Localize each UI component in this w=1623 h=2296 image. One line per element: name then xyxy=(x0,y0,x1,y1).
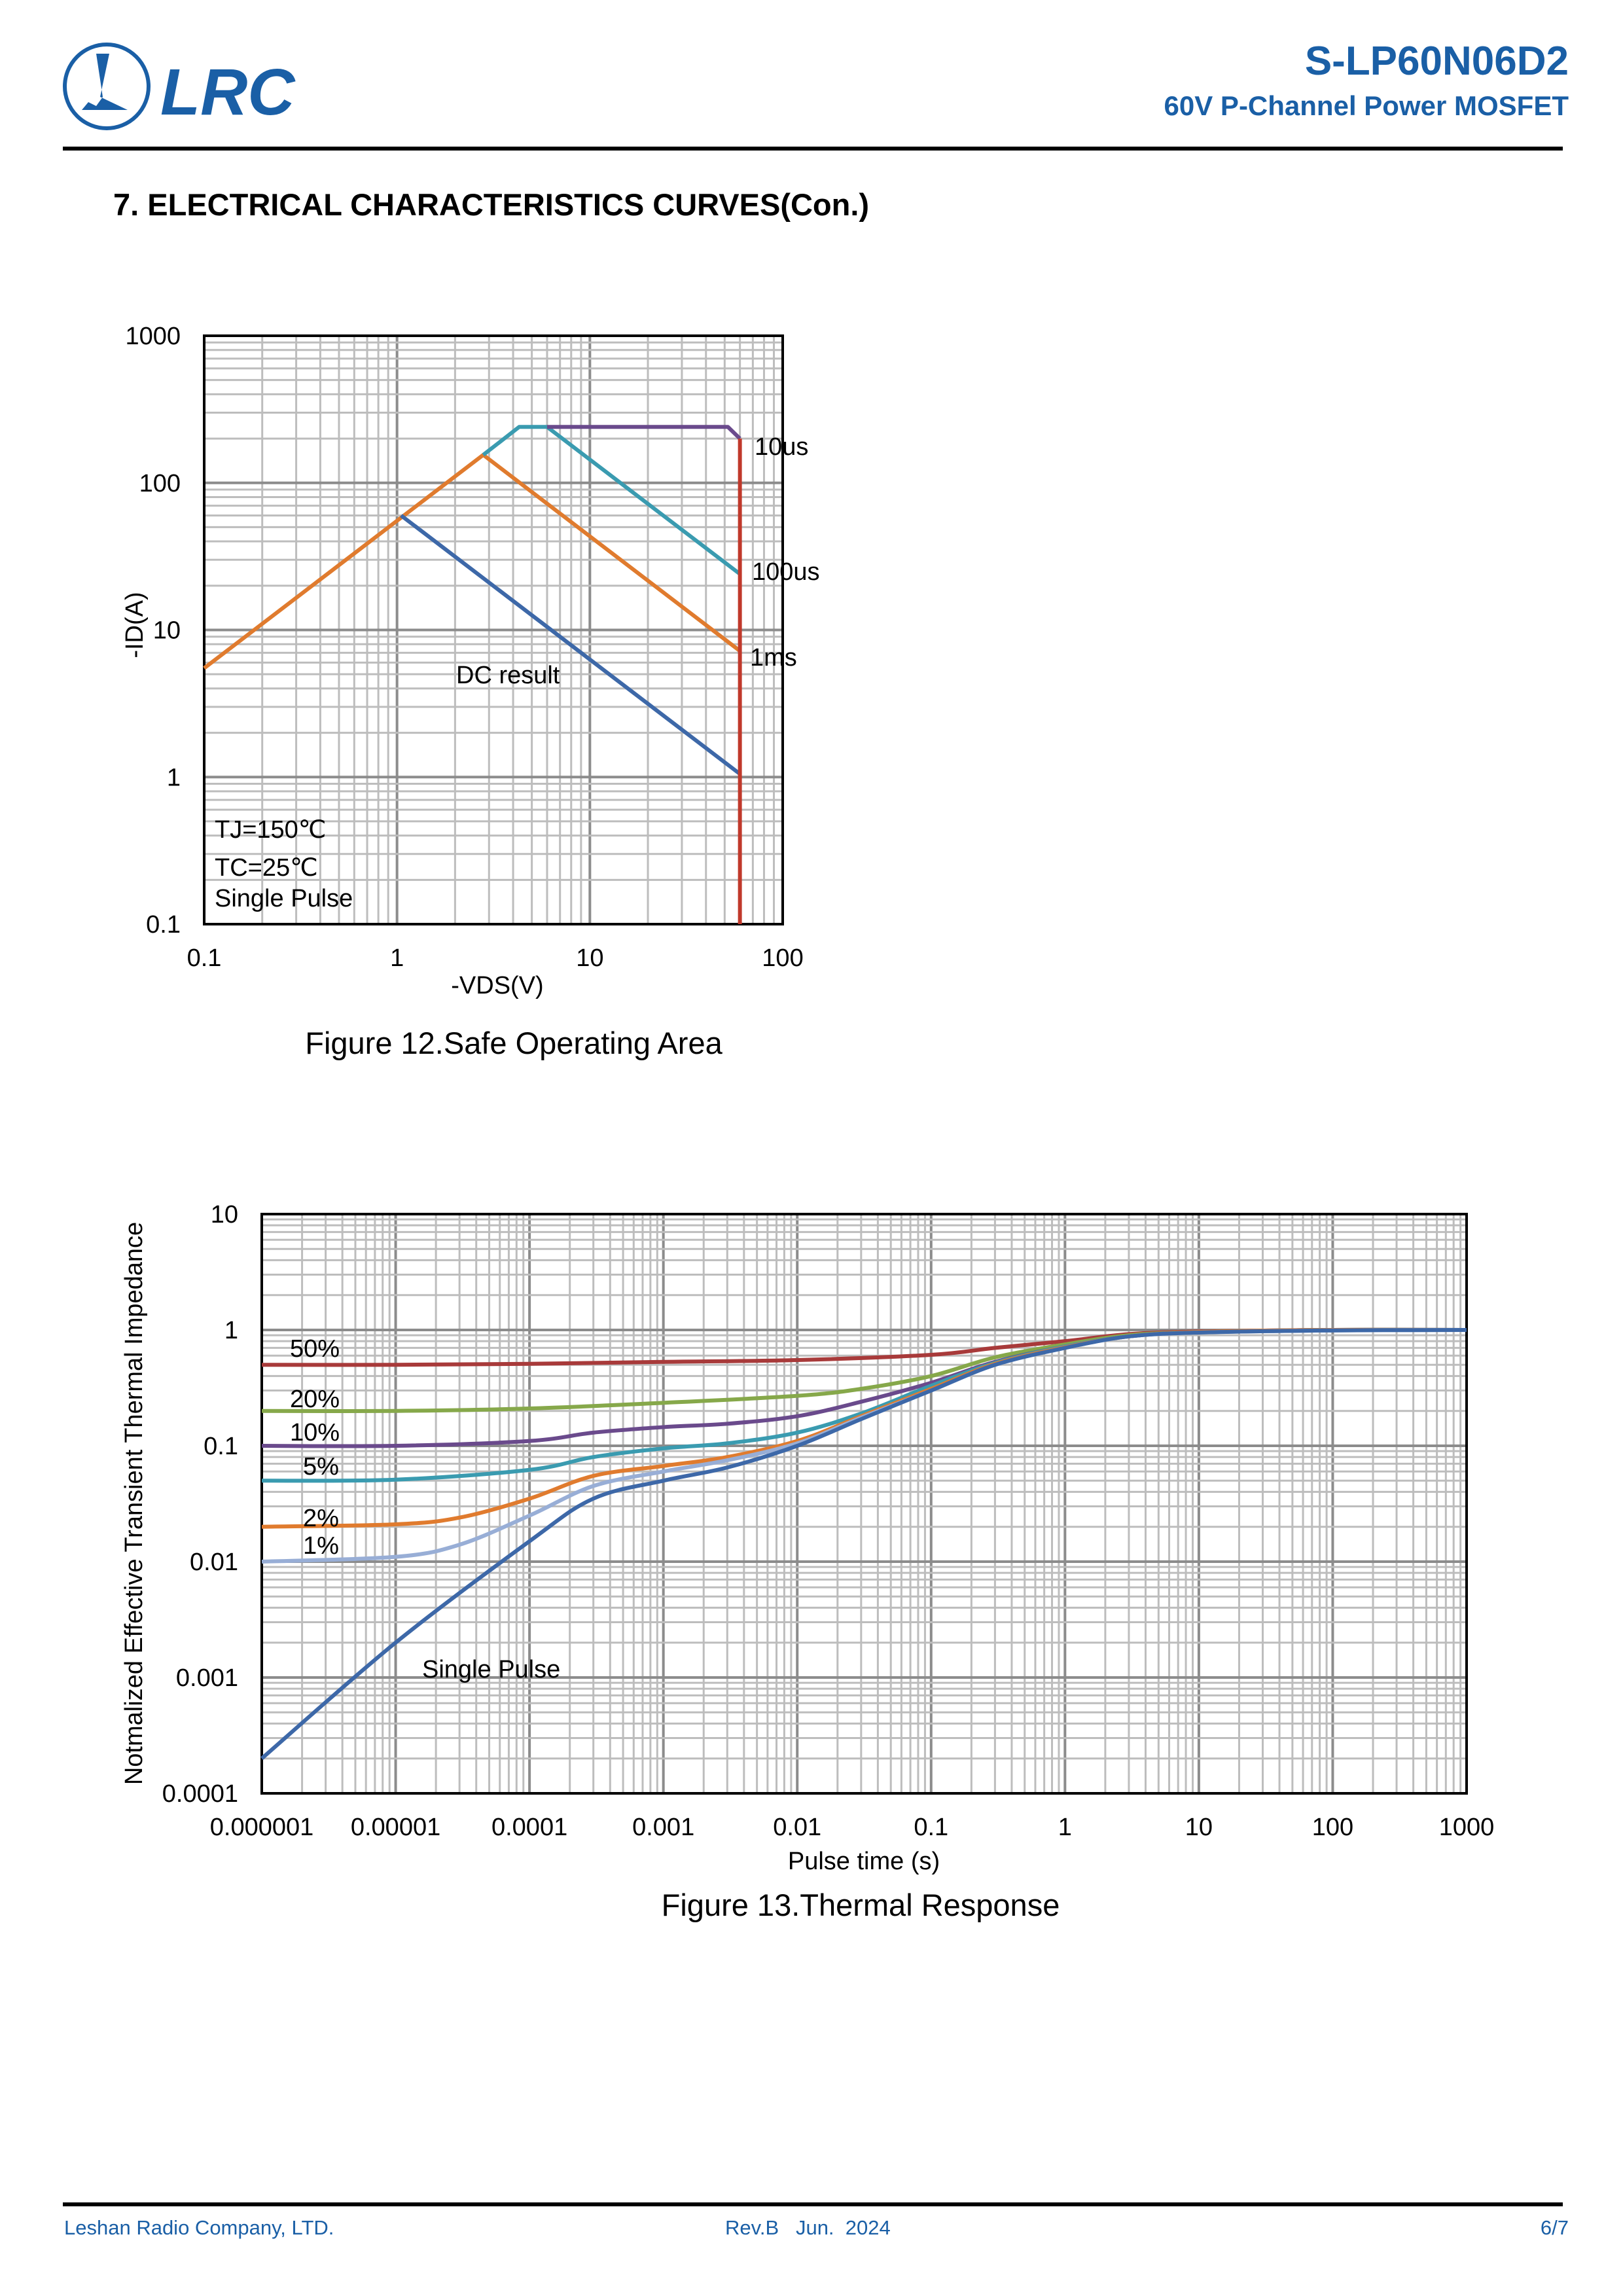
plot-border xyxy=(203,334,784,925)
soa-chart: 0.1 1 10 100 1000 0.1 1 10 100 xyxy=(125,323,803,972)
x-tick-label: 0.0001 xyxy=(491,1814,567,1841)
thermal-response-chart: 0.0001 0.001 0.01 0.1 1 10 0.000001 0.00001 0.00… xyxy=(162,1201,1495,1841)
y-tick-label: 0.0001 xyxy=(162,1780,238,1808)
x-tick-label: 1000 xyxy=(1439,1814,1495,1841)
label-1pct: 1% xyxy=(303,1532,339,1560)
x-tick-label: 10 xyxy=(1185,1814,1213,1841)
soa-y-axis-label: -ID(A) xyxy=(121,592,149,658)
y-tick-label: 100 xyxy=(139,470,181,497)
y-tick-label: 0.01 xyxy=(190,1549,238,1576)
label-20pct: 20% xyxy=(290,1386,340,1413)
x-tick-label: 0.00001 xyxy=(351,1814,440,1841)
part-description: 60V P-Channel Power MOSFET xyxy=(1164,90,1569,121)
y-tick-label: 0.001 xyxy=(176,1664,238,1692)
y-tick-label: 10 xyxy=(153,617,181,645)
series-line-100us xyxy=(482,425,741,576)
y-tick-label: 1000 xyxy=(125,323,181,350)
y-tick-label: 10 xyxy=(211,1201,238,1229)
x-tick-label: 0.000001 xyxy=(210,1814,314,1841)
label-5pct: 5% xyxy=(303,1453,339,1480)
label-10pct: 10% xyxy=(290,1419,340,1446)
annotation-100us: 100us xyxy=(752,558,820,586)
thermal-caption: Figure 13.Thermal Response xyxy=(662,1888,1060,1922)
x-tick-label: 0.001 xyxy=(632,1814,694,1841)
series-line-1ms xyxy=(203,452,741,670)
part-number: S-LP60N06D2 xyxy=(1304,39,1569,84)
annotation-tc: TC=25℃ xyxy=(215,854,318,882)
y-tick-label: 0.1 xyxy=(146,911,181,939)
x-tick-label: 10 xyxy=(576,944,603,972)
x-tick-label: 0.01 xyxy=(773,1814,821,1841)
label-single-pulse: Single Pulse xyxy=(422,1656,560,1683)
footer-company: Leshan Radio Company, LTD. xyxy=(64,2216,334,2239)
x-tick-label: 1 xyxy=(1058,1814,1072,1841)
soa-x-axis-label: -VDS(V) xyxy=(451,972,543,999)
annotation-tj: TJ=150℃ xyxy=(215,816,326,844)
annotation-dc-result: DC result xyxy=(456,662,560,689)
thermal-y-axis-label: Notmalized Effective Transient Thermal I… xyxy=(120,1222,148,1785)
lrc-logo: LRC xyxy=(63,43,296,130)
label-2pct: 2% xyxy=(303,1505,339,1532)
y-tick-label: 0.1 xyxy=(204,1433,238,1460)
x-tick-label: 0.1 xyxy=(914,1814,948,1841)
x-tick-label: 1 xyxy=(390,944,404,972)
y-tick-label: 1 xyxy=(224,1317,238,1344)
logo-text: LRC xyxy=(160,56,296,129)
annotation-single-pulse: Single Pulse xyxy=(215,885,353,912)
series-line-dc-result xyxy=(400,514,741,776)
x-tick-label: 100 xyxy=(1312,1814,1353,1841)
series-line-single-pulse xyxy=(260,1328,1467,1760)
soa-caption: Figure 12.Safe Operating Area xyxy=(305,1026,722,1060)
y-tick-label: 1 xyxy=(167,764,181,791)
annotation-1ms: 1ms xyxy=(750,644,797,672)
footer-divider xyxy=(63,2202,1563,2206)
plot-border xyxy=(260,1213,1468,1795)
series-line-10us xyxy=(546,425,741,440)
annotation-10us: 10us xyxy=(755,433,808,461)
footer-revision: Rev.B Jun. 2024 xyxy=(725,2216,891,2239)
footer-page: 6/7 xyxy=(1540,2216,1569,2239)
section-title: 7. ELECTRICAL CHARACTERISTICS CURVES(Con… xyxy=(113,187,870,222)
x-tick-label: 0.1 xyxy=(187,944,222,972)
x-tick-label: 100 xyxy=(762,944,803,972)
thermal-x-axis-label: Pulse time (s) xyxy=(788,1848,940,1875)
header-divider xyxy=(63,147,1563,151)
label-50pct: 50% xyxy=(290,1335,340,1363)
plot-area xyxy=(262,1214,1467,1793)
